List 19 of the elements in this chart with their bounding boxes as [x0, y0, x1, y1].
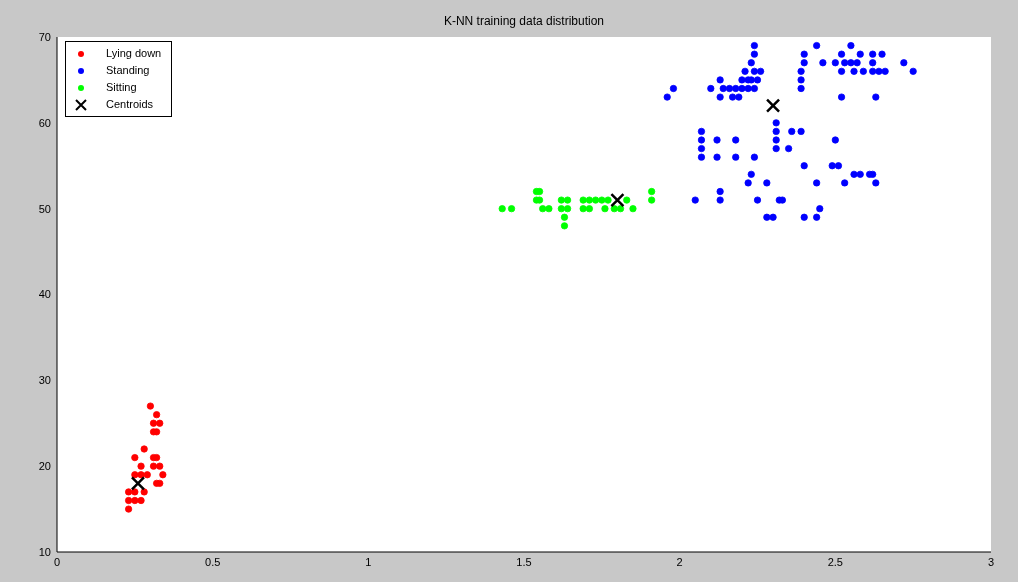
x-tick-label: 3	[987, 555, 995, 568]
legend-label: Lying down	[106, 46, 162, 61]
x-tick-label: 1	[365, 555, 372, 568]
x-tick-label: 0	[53, 555, 61, 568]
y-tick-label: 10	[38, 545, 51, 558]
y-tick-label: 60	[38, 116, 51, 129]
legend-label: Centroids	[106, 97, 154, 112]
y-tick-label: 50	[38, 202, 51, 215]
x-tick-label: 2.5	[827, 555, 843, 568]
legend-label: Standing	[106, 63, 150, 78]
legend-label: Sitting	[106, 80, 137, 95]
chart-title: K-NN training data distribution	[442, 14, 606, 28]
y-tick-label: 20	[38, 460, 51, 473]
x-tick-label: 0.5	[205, 555, 221, 568]
y-tick-label: 40	[38, 288, 51, 301]
x-tick-label: 2	[676, 555, 683, 568]
y-tick-label: 70	[38, 30, 51, 43]
y-tick-label: 30	[38, 374, 51, 387]
x-tick-label: 1.5	[516, 555, 532, 568]
